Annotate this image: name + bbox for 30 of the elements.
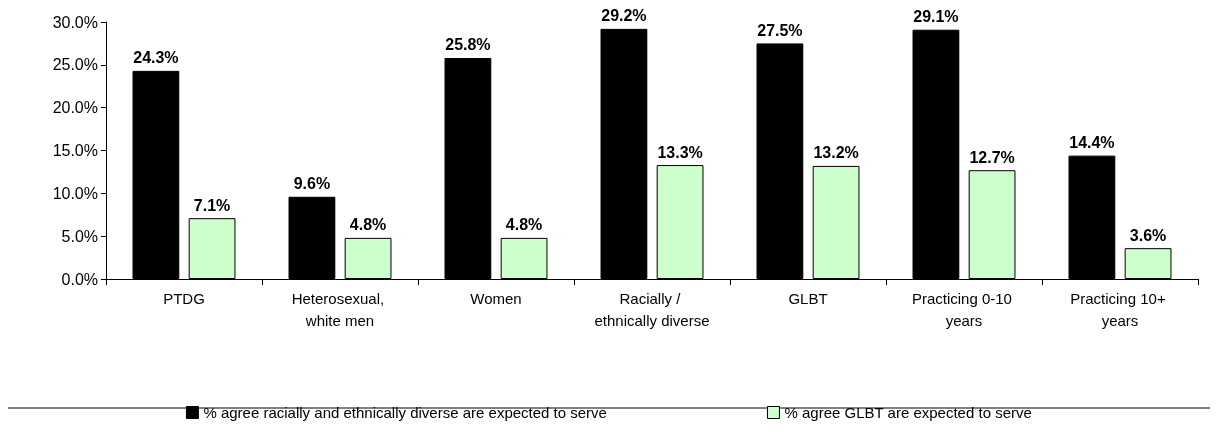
x-tick-label: Racially / ethnically diverse (594, 289, 710, 329)
y-tick-label: 15.0% (52, 142, 98, 159)
x-tick-label: GLBT (788, 289, 828, 307)
y-tick-label: 0.0% (61, 270, 98, 288)
x-tick-label: Practicing 0-10 years (911, 289, 1017, 329)
data-label: 25.8% (445, 36, 491, 54)
data-label: 12.7% (969, 148, 1015, 166)
data-label: 27.5% (757, 21, 803, 39)
x-tick-label: Practicing 10+ years (1070, 289, 1170, 329)
y-tick-label: 5.0% (61, 227, 98, 245)
data-label: 13.3% (657, 143, 703, 161)
data-label: 24.3% (133, 49, 179, 67)
y-tick-label: 10.0% (52, 184, 98, 202)
legend-label: % agree GLBT are expected to serve (784, 404, 1032, 421)
x-tick-label: Women (470, 289, 522, 307)
data-label: 9.6% (293, 175, 331, 193)
y-tick-label: 20.0% (52, 99, 98, 117)
x-tick-label: Heterosexual, white men (291, 289, 389, 329)
y-tick-label: 25.0% (52, 56, 98, 74)
y-tick-label: 30.0% (52, 13, 98, 31)
legend-label: % agree racially and ethnically diverse are expected to serve (203, 404, 607, 421)
data-label: 3.6% (1129, 226, 1167, 244)
x-tick-label: PTDG (163, 289, 205, 307)
data-label: 13.2% (813, 144, 859, 162)
data-label: 29.1% (913, 8, 959, 26)
data-label: 4.8% (505, 216, 543, 234)
data-label: 4.8% (349, 216, 387, 234)
data-label: 14.4% (1069, 134, 1115, 152)
data-label: 29.2% (601, 7, 647, 25)
data-label: 7.1% (193, 196, 231, 214)
